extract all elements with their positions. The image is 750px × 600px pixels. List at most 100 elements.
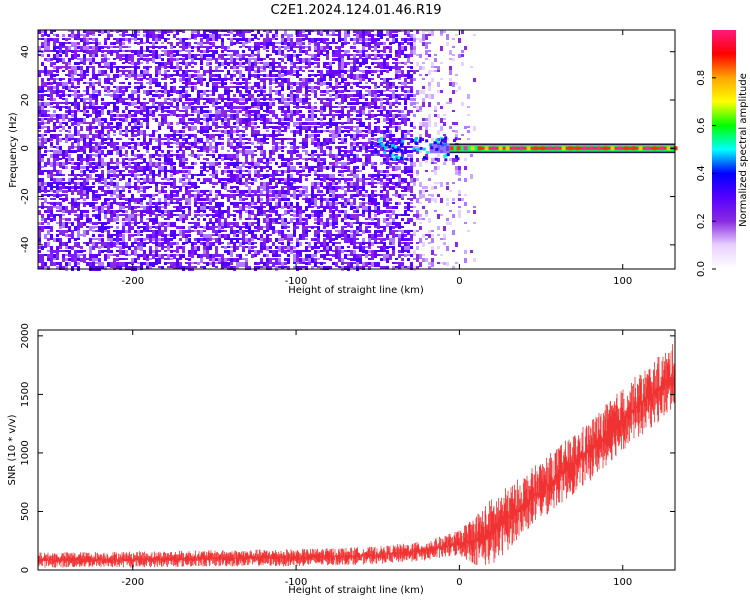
spectrogram-cell xyxy=(356,158,359,162)
spectrogram-cell xyxy=(116,194,119,198)
spectrogram-cell xyxy=(122,186,125,190)
spectrogram-cell xyxy=(236,146,239,149)
spectrogram-cell xyxy=(140,198,143,203)
spectrogram-cell xyxy=(56,78,59,80)
spectrogram-cell xyxy=(212,130,215,132)
spectrogram-cell xyxy=(110,246,113,248)
spectrogram-cell xyxy=(263,94,266,99)
spectrogram-cell xyxy=(113,218,116,222)
spectrogram-cell xyxy=(155,46,158,48)
spectrogram-cell xyxy=(269,118,272,122)
spectrogram-cell xyxy=(83,166,86,169)
spectrogram-cell xyxy=(266,30,269,34)
spectrogram-cell xyxy=(197,30,200,34)
spectrogram-cell xyxy=(248,70,251,74)
spectrogram-cell xyxy=(77,94,80,99)
spectrogram-cell xyxy=(254,150,257,152)
spectrogram-cell xyxy=(104,242,107,246)
spectrogram-cell xyxy=(257,114,260,119)
spectrogram-cell xyxy=(227,258,230,261)
spectrogram-cell xyxy=(92,110,95,114)
spectrogram-cell xyxy=(158,102,161,106)
spectrogram-cell xyxy=(119,150,122,155)
spectrogram-cell xyxy=(38,230,41,234)
spectrogram-cell xyxy=(104,258,107,261)
spectrogram-cell xyxy=(350,86,353,89)
spectrogram-cell xyxy=(326,114,329,116)
spectrogram-cell xyxy=(257,90,260,92)
spectrogram-cell xyxy=(212,222,215,227)
spectrogram-cell xyxy=(230,114,233,118)
spectrogram-cell xyxy=(233,202,236,207)
spectrogram-cell xyxy=(158,106,161,110)
spectrogram-cell xyxy=(53,110,56,113)
spectrogram-cell xyxy=(182,154,185,158)
spectrogram-cell xyxy=(317,246,320,249)
spectrogram-cell xyxy=(191,162,194,165)
spectrogram-cell xyxy=(344,54,347,56)
spectrogram-cell xyxy=(299,46,302,51)
spectrogram-cell xyxy=(266,46,269,49)
spectrogram-cell xyxy=(89,66,92,68)
spectrogram-cell xyxy=(116,226,119,229)
spectrogram-cell xyxy=(137,198,140,203)
spectrogram-cell xyxy=(290,142,293,145)
spectrogram-cell xyxy=(305,122,308,125)
spectrogram-cell xyxy=(266,186,269,191)
spectrogram-cell xyxy=(269,66,272,69)
spectrogram-cell xyxy=(158,162,161,166)
spectrogram-cell xyxy=(329,106,332,110)
spectrogram-cell xyxy=(56,142,59,145)
spectrogram-cell xyxy=(233,54,236,56)
spectrogram-cell xyxy=(317,174,320,178)
spectrogram-cell xyxy=(191,246,194,250)
spectrogram-cell xyxy=(248,178,251,180)
spectrogram-cell xyxy=(44,126,47,128)
spectrogram-cell xyxy=(347,170,350,172)
spectrogram-cell xyxy=(92,238,95,240)
spectrogram-cell xyxy=(299,106,302,108)
spectrogram-cell xyxy=(197,82,200,84)
spectrogram-cell xyxy=(152,250,155,253)
spectrogram-cell xyxy=(41,126,44,129)
spectrogram-cell xyxy=(137,138,140,140)
spectrogram-cell xyxy=(272,158,275,161)
spectrogram-cell xyxy=(221,214,224,219)
spectrogram-cell xyxy=(83,54,86,59)
spectrogram-cell xyxy=(59,242,62,247)
spectrogram-cell xyxy=(290,186,293,190)
spectrogram-cell xyxy=(299,170,302,173)
spectrogram-cell xyxy=(176,210,179,212)
spectrogram-cell xyxy=(218,142,221,145)
spectrogram-cell xyxy=(353,210,356,213)
spectrogram-cell xyxy=(101,50,104,53)
spectrogram-cell xyxy=(98,230,101,232)
spectrogram-cell xyxy=(212,162,215,166)
spectrogram-cell xyxy=(251,250,254,252)
spectrogram-cell xyxy=(131,98,134,101)
spectrogram-cell xyxy=(125,222,128,226)
spectrogram-cell xyxy=(296,158,299,160)
spectrogram-cell xyxy=(164,178,167,180)
spectrogram-cell xyxy=(338,138,341,140)
spectrogram-cell xyxy=(44,254,47,256)
spectrogram-cell xyxy=(41,202,44,207)
spectrogram-cell xyxy=(338,38,341,42)
spectrogram-cell xyxy=(146,254,149,258)
spectrogram-cell xyxy=(101,222,104,227)
spectrogram-cell xyxy=(260,90,263,94)
spectrogram-cell xyxy=(203,46,206,48)
spectrogram-cell xyxy=(191,86,194,91)
spectrogram-cell xyxy=(221,202,224,207)
spectrogram-cell xyxy=(134,130,137,132)
spectrogram-cell xyxy=(86,82,89,84)
spectrogram-cell xyxy=(167,242,170,246)
spectrogram-cell xyxy=(329,62,332,67)
spectrogram-cell xyxy=(155,222,158,224)
spectrogram-cell xyxy=(311,118,314,121)
spectrogram-cell xyxy=(179,114,182,117)
spectrogram-cell xyxy=(44,130,47,133)
spectrogram-cell xyxy=(53,166,56,171)
spectrogram-cell xyxy=(317,182,320,185)
spectrogram-cell xyxy=(125,174,128,176)
